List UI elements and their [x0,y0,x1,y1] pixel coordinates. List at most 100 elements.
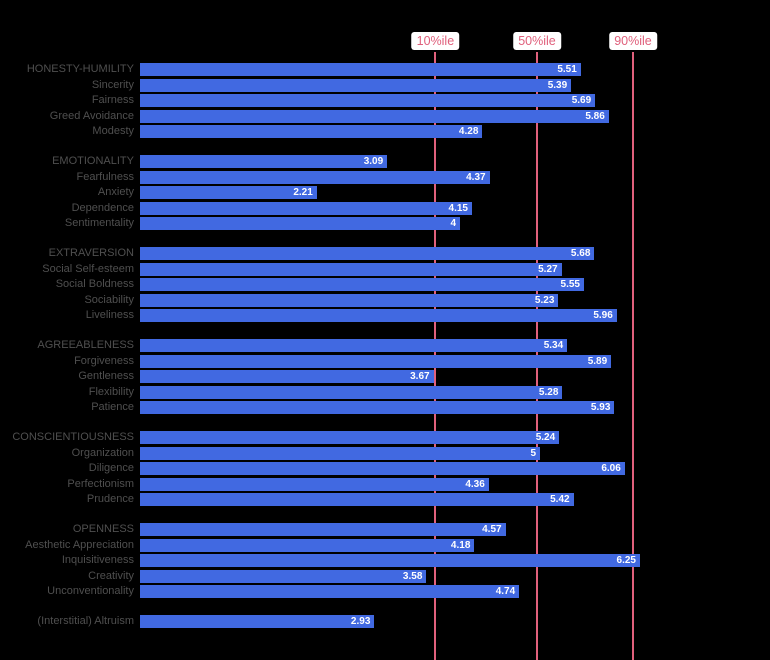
bar-track: 5.27 [140,262,770,276]
dimension-label: EXTRAVERSION [48,247,134,260]
facet-label: (Interstitial) Altruism [37,615,134,628]
bar-track: 5.51 [140,63,770,77]
score-value-label: 5.27 [538,263,558,275]
facet-label: Liveliness [85,309,134,322]
score-bar: 4.57 [140,523,506,537]
facet-label: Prudence [86,493,134,506]
chart-row: Perfectionism 4.36 [0,477,770,493]
score-bar: 5.89 [140,354,612,368]
score-value-label: 6.06 [601,463,621,475]
score-value-label: 2.21 [293,187,313,199]
score-value-label: 5.68 [570,248,591,260]
bar-track: 3.58 [140,569,770,583]
facet-label: Organization [71,446,134,459]
facet-label: Forgiveness [74,354,134,367]
chart-row: EMOTIONALITY 3.09 [0,154,770,170]
score-bar: 5.34 [140,339,568,353]
bar-track: 3.67 [140,370,770,384]
facet-label: Diligence [88,462,134,475]
bar-track: 5.23 [140,293,770,307]
trait-group: (Interstitial) Altruism 2.93 [0,614,770,630]
score-value-label: 4.57 [482,524,502,536]
score-value-label: 4 [450,218,456,230]
bar-track: 5.55 [140,278,770,292]
bar-track: 5.96 [140,309,770,323]
score-value-label: 3.09 [363,156,384,168]
facet-label: Fairness [91,94,134,107]
score-value-label: 4.15 [448,202,468,214]
chart-row: Liveliness 5.96 [0,308,770,324]
dimension-label: AGREEABLENESS [37,339,134,352]
chart-row: OPENNESS 4.57 [0,522,770,538]
facet-label: Perfectionism [67,477,134,490]
bar-track: 4 [140,217,770,231]
chart-row: Prudence 5.42 [0,492,770,508]
bar-track: 5.89 [140,354,770,368]
score-bar: 5.42 [140,493,574,507]
percentile-line-label: 10%ile [411,32,460,50]
score-value-label: 5.28 [538,386,559,398]
score-value-label: 4.36 [465,478,485,490]
chart-row: Dependence 4.15 [0,201,770,217]
chart-row: Aesthetic Appreciation 4.18 [0,538,770,554]
percentile-line-label: 90%ile [609,32,657,50]
score-value-label: 6.25 [616,555,636,567]
chart-row: EXTRAVERSION 5.68 [0,246,770,262]
score-bar: 5.24 [140,431,560,445]
bar-track: 5.68 [140,247,770,261]
score-bar: 4.15 [140,201,472,215]
chart-row: Sociability 5.23 [0,293,770,309]
chart-row: (Interstitial) Altruism 2.93 [0,614,770,630]
facet-label: Gentleness [78,370,134,383]
bar-track: 5 [140,446,770,460]
chart-row: Fearfulness 4.37 [0,170,770,186]
rows-layer: HONESTY-HUMILITY 5.51 Sincerity 5.39 Fairnes… [0,62,770,644]
bar-track: 2.21 [140,186,770,200]
score-value-label: 5.69 [571,95,592,107]
score-bar: 5.68 [140,247,595,261]
bar-track: 4.37 [140,170,770,184]
score-bar: 5.28 [140,385,563,399]
bar-track: 5.28 [140,385,770,399]
score-bar: 5.93 [140,401,615,415]
bar-track: 4.28 [140,125,770,139]
score-bar: 3.58 [140,569,427,583]
facet-label: Sociability [84,293,134,306]
facet-label: Creativity [88,569,134,582]
facet-label: Anxiety [97,186,134,199]
score-value-label: 5.23 [534,294,555,306]
score-value-label: 4.37 [466,171,486,183]
facet-label: Patience [91,401,134,414]
chart-row: Diligence 6.06 [0,461,770,477]
chart-row: HONESTY-HUMILITY 5.51 [0,62,770,78]
score-value-label: 3.67 [410,371,430,383]
score-bar: 4.37 [140,170,490,184]
score-bar: 5.39 [140,78,572,92]
chart-row: Sentimentality 4 [0,216,770,232]
bar-track: 4.74 [140,585,770,599]
chart-row: Fairness 5.69 [0,93,770,109]
facet-label: Social Self-esteem [42,262,134,275]
chart-row: Inquisitiveness 6.25 [0,553,770,569]
facet-label: Flexibility [88,385,134,398]
score-bar: 4 [140,217,460,231]
score-bar: 5.23 [140,293,559,307]
facet-label: Dependence [71,201,134,214]
bar-track: 2.93 [140,615,770,629]
trait-group: OPENNESS 4.57 Aesthetic Appreciation 4.18 In… [0,522,770,600]
score-value-label: 5.93 [590,402,611,414]
bar-track: 4.36 [140,477,770,491]
chart-row: Unconventionality 4.74 [0,584,770,600]
score-bar: 4.28 [140,125,483,139]
bar-track: 5.69 [140,94,770,108]
score-bar: 5.69 [140,94,596,108]
score-bar: 3.67 [140,370,434,384]
score-value-label: 5.42 [550,494,570,506]
percentile-line [632,52,634,660]
dimension-label: CONSCIENTIOUSNESS [12,431,134,444]
score-value-label: 5.24 [535,432,556,444]
facet-label: Greed Avoidance [49,109,134,122]
trait-group: AGREEABLENESS 5.34 Forgiveness 5.89 Gentlene… [0,338,770,416]
score-bar: 2.93 [140,615,375,629]
